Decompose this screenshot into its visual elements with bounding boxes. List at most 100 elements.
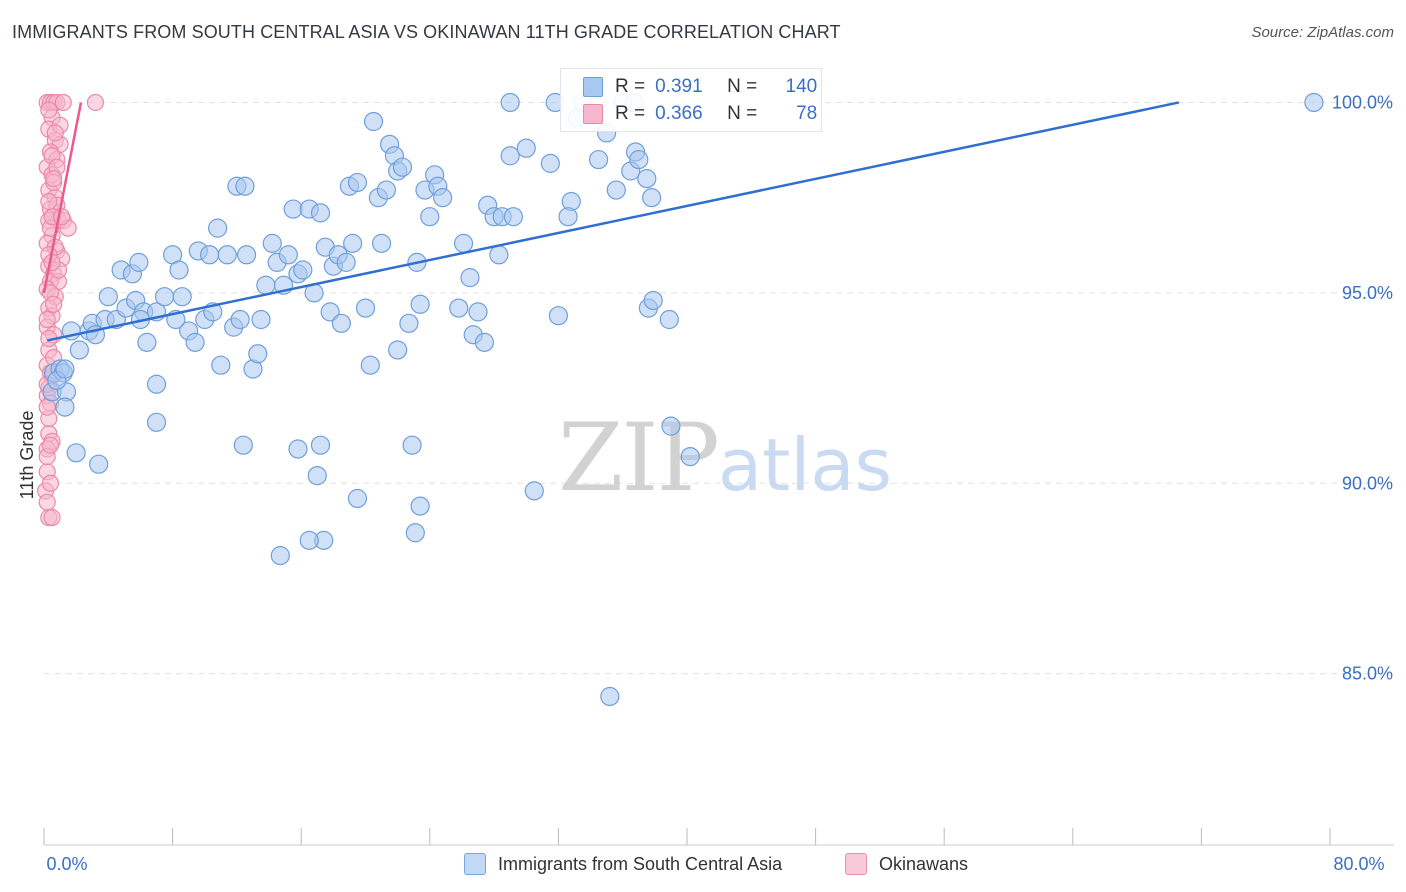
south-central-asia-point — [371, 233, 392, 253]
south-central-asia-point — [500, 92, 520, 113]
south-central-asia-point — [320, 302, 340, 322]
south-central-asia-point — [489, 245, 509, 265]
south-central-asia-point — [251, 309, 271, 330]
south-central-asia-point — [208, 218, 228, 238]
south-central-asia-point — [172, 287, 192, 307]
south-central-asia-point — [659, 309, 679, 330]
south-central-asia-point — [169, 260, 189, 280]
legend-swatch-pink — [845, 853, 867, 875]
okinawans-point — [86, 93, 105, 112]
south-central-asia-point — [661, 416, 681, 436]
legend-item-south-central-asia[interactable]: Immigrants from South Central Asia — [464, 851, 782, 877]
south-central-asia-point — [420, 207, 440, 227]
n-label: N = — [727, 103, 758, 124]
south-central-asia-point — [453, 233, 474, 253]
south-central-asia-point — [98, 287, 118, 307]
y-axis-label: 11th Grade — [17, 411, 37, 500]
south-central-asia-point — [235, 176, 255, 196]
okinawans-point — [38, 493, 56, 511]
okinawans-point — [45, 295, 63, 313]
south-central-asia-point — [433, 188, 453, 208]
x-tick-label-min: 0.0% — [46, 854, 87, 874]
r-label: R = — [615, 103, 646, 124]
south-central-asia-point — [637, 169, 657, 189]
south-central-asia-point — [347, 172, 368, 193]
south-central-asia-point — [399, 313, 419, 333]
south-central-asia-point — [347, 488, 368, 509]
south-central-asia-point — [588, 149, 609, 170]
south-central-asia-point — [211, 355, 231, 375]
south-central-asia-point — [233, 435, 253, 455]
south-central-asia-point — [55, 359, 75, 379]
south-central-asia-point — [392, 157, 413, 177]
south-central-asia-point — [402, 435, 422, 455]
y-tick-label: 85.0% — [1342, 664, 1393, 684]
south-central-asia-point — [468, 302, 488, 322]
south-central-asia-point — [680, 446, 700, 467]
source-credit: Source: ZipAtlas.com — [1251, 24, 1394, 41]
south-central-asia-point — [310, 203, 331, 223]
legend-swatch-blue — [464, 853, 486, 875]
south-central-asia-point — [331, 313, 351, 333]
south-central-asia-point — [146, 412, 167, 432]
x-axis-ticks — [43, 828, 1331, 845]
y-tick-label: 100.0% — [1332, 92, 1393, 112]
okinawans-point — [40, 192, 58, 211]
legend-label: Okinawans — [879, 853, 969, 874]
south-central-asia-point — [642, 188, 662, 208]
okinawans-point — [38, 398, 56, 416]
okinawans-point — [54, 93, 72, 112]
south-central-asia-point — [558, 207, 578, 227]
r-value: 0.391 — [655, 76, 703, 97]
south-central-asia-point — [410, 496, 430, 516]
south-central-asia-point — [310, 435, 331, 455]
y-axis-tick-labels: 85.0% 90.0% 95.0% 100.0% — [1332, 92, 1393, 683]
okinawans-point — [45, 170, 63, 188]
n-label: N = — [727, 76, 758, 97]
south-central-asia-point — [230, 309, 250, 330]
south-central-asia-point — [500, 146, 520, 166]
south-central-asia-point — [256, 275, 276, 295]
south-central-asia-point — [376, 180, 396, 200]
south-central-asia-trend-line — [46, 101, 1180, 342]
south-central-asia-point — [343, 233, 363, 253]
south-central-asia-point — [185, 332, 205, 352]
south-central-asia-point — [293, 260, 313, 280]
south-central-asia-point — [363, 111, 384, 132]
south-central-asia-point — [137, 332, 157, 352]
south-central-asia-point — [278, 245, 298, 265]
south-central-asia-point — [449, 298, 469, 318]
south-central-asia-point — [360, 355, 380, 375]
n-value: 140 — [785, 76, 818, 97]
chart-title: IMMIGRANTS FROM SOUTH CENTRAL ASIA VS OK… — [12, 22, 841, 42]
okinawans-point — [43, 508, 61, 527]
south-central-asia-point — [236, 245, 257, 265]
south-central-asia-point — [129, 252, 149, 272]
r-value: 0.366 — [655, 103, 703, 124]
south-central-asia-point — [1304, 92, 1324, 113]
south-central-asia-point — [629, 149, 649, 170]
stats-legend-row-pink: R = 0.366 N = 78 — [583, 101, 817, 127]
stats-legend: R = 0.391 N = 140 R = 0.366 N = 78 — [560, 68, 822, 132]
okinawans-point — [46, 124, 64, 142]
y-tick-label: 90.0% — [1342, 473, 1393, 493]
legend-label: Immigrants from South Central Asia — [498, 853, 783, 874]
south-central-asia-point — [336, 252, 356, 272]
south-central-asia-point — [474, 332, 495, 352]
okinawans-point — [41, 474, 60, 492]
south-central-asia-point — [69, 340, 89, 360]
south-central-asia-point — [217, 245, 237, 265]
okinawans-trend-line — [42, 102, 83, 294]
okinawans-point — [41, 436, 60, 454]
legend-item-okinawans[interactable]: Okinawans — [845, 851, 968, 877]
south-central-asia-point — [66, 443, 86, 463]
south-central-asia-point — [643, 290, 663, 311]
okinawans-point — [38, 310, 56, 329]
y-tick-label: 95.0% — [1342, 283, 1393, 303]
watermark-atlas: atlas — [718, 423, 892, 507]
south-central-asia-point — [524, 481, 544, 501]
okinawans-point — [40, 101, 58, 119]
stats-legend-row-blue: R = 0.391 N = 140 — [583, 74, 817, 100]
south-central-asia-point — [199, 245, 220, 265]
